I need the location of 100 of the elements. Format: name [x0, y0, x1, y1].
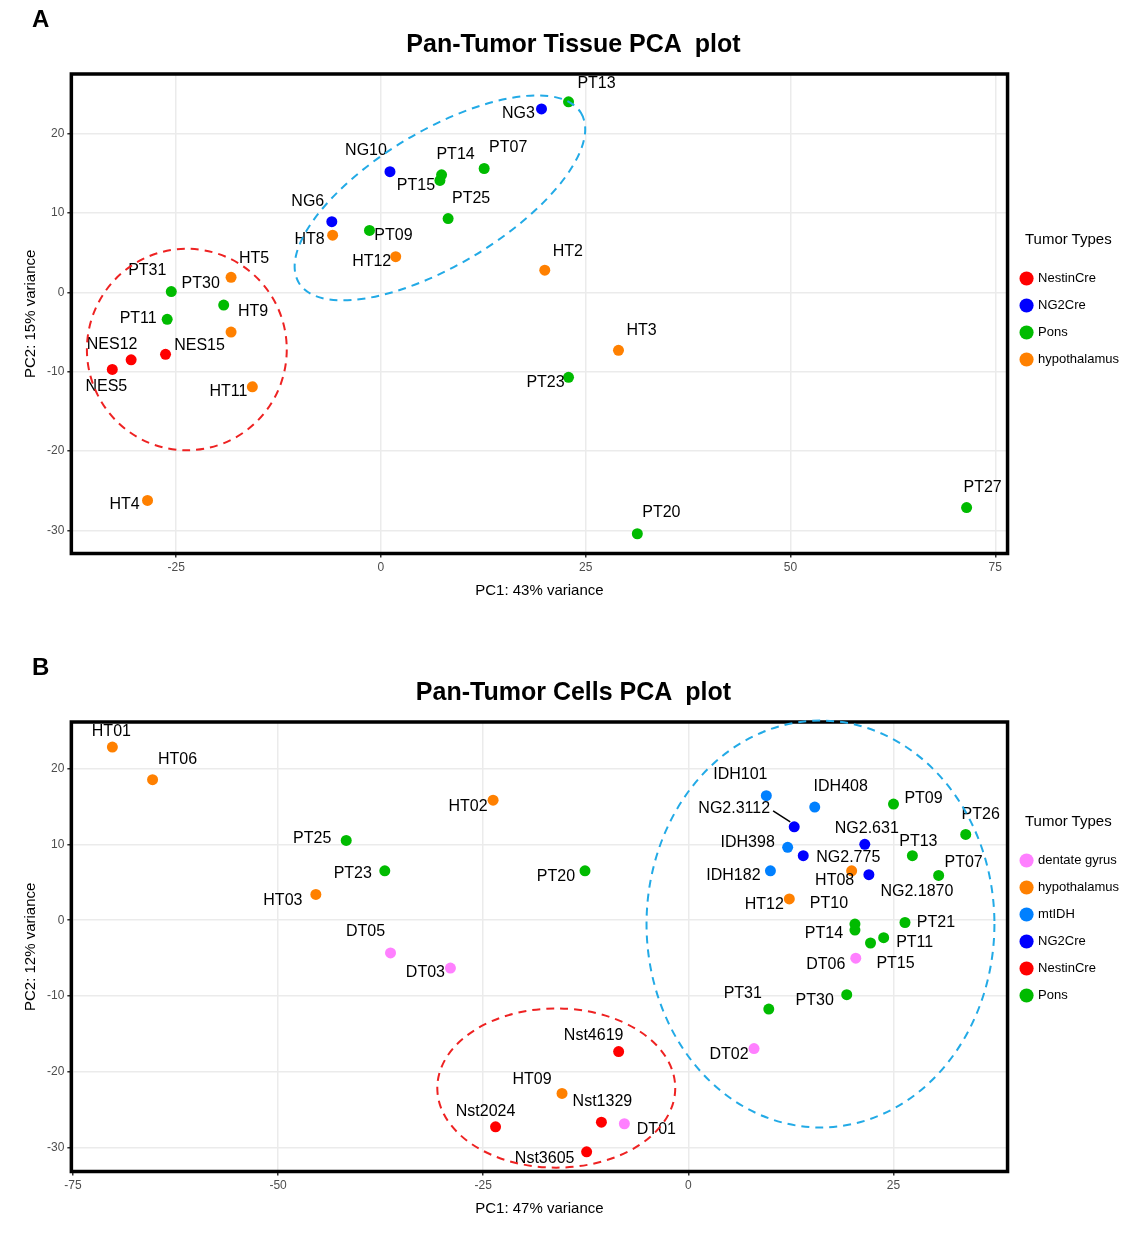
point — [961, 502, 973, 514]
annotation: HT01 — [91, 722, 132, 740]
point — [809, 801, 821, 813]
x-tick-label: 25 — [579, 560, 593, 575]
annotation: PT13 — [899, 832, 938, 850]
annotation: PT14 — [804, 924, 844, 942]
point — [933, 869, 945, 881]
x-tick-label: 50 — [783, 560, 798, 575]
annotation: NES15 — [174, 335, 225, 353]
annotation: PT20 — [536, 867, 576, 885]
annotation: HT03 — [263, 890, 303, 908]
legend-label: Pons — [1038, 324, 1069, 340]
annotation: DT03 — [405, 963, 446, 981]
annotation: NG2.1870 — [880, 882, 954, 900]
point — [340, 834, 352, 846]
annotation: PT23 — [333, 864, 372, 882]
x-tick-label: 0 — [685, 1178, 693, 1193]
annotation: HT9 — [237, 302, 269, 320]
point — [160, 348, 172, 360]
point — [478, 162, 490, 174]
annotation: NG6 — [291, 192, 325, 210]
point — [763, 1003, 775, 1015]
point — [595, 1116, 607, 1128]
point — [906, 850, 918, 862]
point — [797, 850, 809, 862]
point — [147, 774, 159, 786]
x-axis-title: PC1: 43% variance — [475, 581, 604, 599]
y-tick-label: -30 — [47, 1140, 65, 1155]
annotation: PT10 — [809, 894, 849, 912]
point — [327, 229, 339, 241]
point — [385, 947, 397, 959]
annotation: Nst2024 — [455, 1102, 516, 1120]
chart-title: Pan-Tumor Tissue PCA plot — [406, 28, 742, 57]
annotation: HT12 — [352, 252, 392, 270]
point — [579, 865, 591, 877]
point — [782, 841, 794, 853]
y-tick-label: -30 — [47, 522, 65, 537]
annotation: HT02 — [448, 796, 488, 814]
annotation: HT12 — [744, 895, 784, 913]
x-tick-label: -50 — [269, 1178, 288, 1193]
annotation: PT09 — [904, 789, 943, 807]
annotation: PT23 — [526, 372, 565, 390]
annotation: DT02 — [709, 1044, 749, 1062]
x-tick-label: -25 — [474, 1178, 493, 1193]
annotation: NG2.775 — [816, 848, 881, 866]
legend-label: Pons — [1038, 987, 1069, 1003]
annotation: NG10 — [345, 141, 387, 159]
annotation: HT2 — [552, 241, 583, 259]
x-tick-label: -75 — [64, 1178, 82, 1193]
y-axis-title: PC2: 12% variance — [21, 882, 39, 1011]
point — [960, 828, 972, 840]
point — [363, 224, 375, 236]
annotation: HT8 — [294, 229, 325, 247]
y-tick-label: 20 — [50, 125, 65, 140]
point — [783, 893, 795, 905]
annotation: PT15 — [876, 954, 915, 972]
annotation: PT30 — [181, 274, 220, 292]
y-tick-label: -20 — [47, 1064, 65, 1079]
point — [748, 1043, 760, 1055]
text: A — [32, 4, 50, 32]
point — [850, 952, 862, 964]
annotation: PT27 — [963, 477, 1002, 495]
point — [859, 838, 871, 850]
point — [865, 937, 877, 949]
annotation: PT07 — [489, 137, 528, 155]
y-tick-label: 20 — [50, 760, 65, 775]
y-tick-label: -20 — [47, 443, 65, 458]
point — [631, 528, 643, 540]
point — [613, 1046, 625, 1058]
point — [165, 286, 177, 298]
annotation: HT3 — [626, 320, 657, 338]
x-tick-label: 0 — [377, 560, 385, 575]
x-tick-label: 75 — [988, 560, 1003, 575]
point — [618, 1118, 630, 1130]
legend-label: mtIDH — [1038, 906, 1075, 922]
annotation: PT20 — [642, 503, 681, 521]
annotation: NG2.631 — [834, 818, 899, 836]
point — [142, 494, 154, 506]
point — [218, 299, 230, 311]
y-tick-label: -10 — [47, 364, 65, 379]
annotation: PT26 — [961, 804, 1000, 822]
annotation: Nst3605 — [514, 1149, 575, 1167]
point — [161, 313, 173, 325]
point — [760, 790, 772, 802]
annotation: HT11 — [209, 382, 248, 400]
annotation: HT09 — [512, 1069, 552, 1087]
annotation: PT07 — [944, 852, 983, 870]
legend-title: Tumor Types — [1024, 229, 1112, 247]
annotation: HT06 — [158, 750, 198, 768]
point — [246, 381, 258, 393]
point — [225, 326, 237, 338]
legend-label: NG2Cre — [1038, 933, 1086, 949]
annotation: DT06 — [806, 954, 846, 972]
annotation: PT11 — [119, 308, 157, 326]
legend-title: Tumor Types — [1024, 811, 1112, 829]
annotation: HT5 — [238, 248, 270, 266]
y-tick-label: 10 — [50, 836, 65, 851]
point — [841, 989, 853, 1001]
y-axis-title: PC2: 15% variance — [21, 249, 39, 378]
annotation: PT25 — [452, 188, 491, 206]
